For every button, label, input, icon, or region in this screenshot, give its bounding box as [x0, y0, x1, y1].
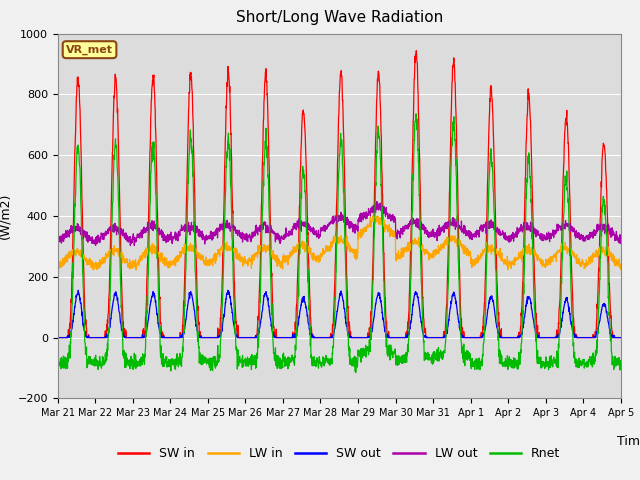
X-axis label: Time: Time: [617, 435, 640, 448]
Y-axis label: (W/m2): (W/m2): [0, 193, 12, 239]
Title: Short/Long Wave Radiation: Short/Long Wave Radiation: [236, 11, 443, 25]
Legend: SW in, LW in, SW out, LW out, Rnet: SW in, LW in, SW out, LW out, Rnet: [113, 442, 565, 465]
Text: VR_met: VR_met: [66, 45, 113, 55]
